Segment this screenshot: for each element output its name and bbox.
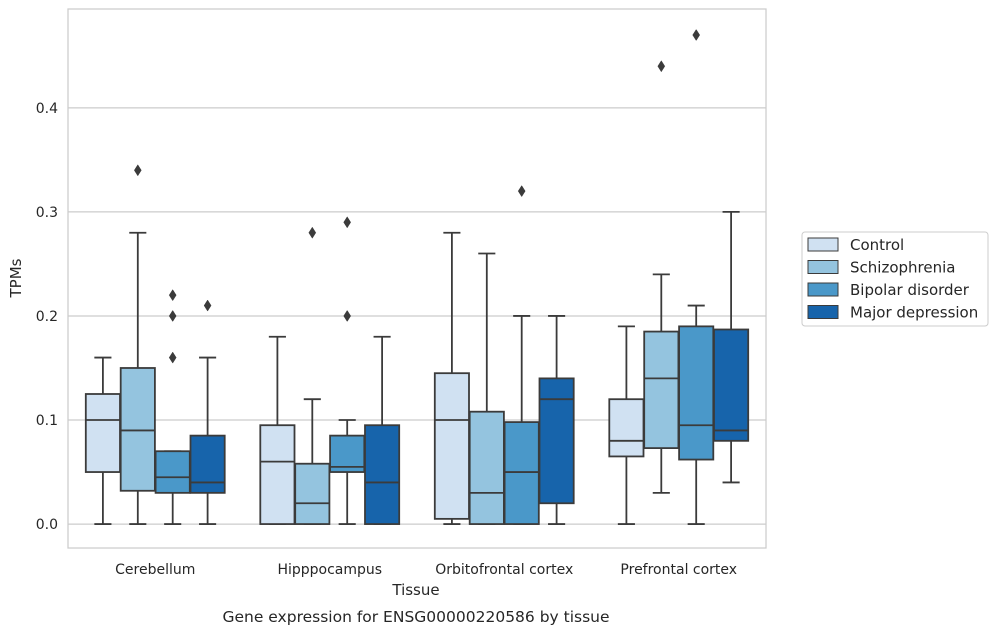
box-0-2 — [154, 289, 191, 525]
box-body — [119, 367, 156, 492]
outlier-point — [168, 351, 177, 364]
box-body — [84, 393, 121, 473]
outlier-point — [203, 299, 212, 312]
outlier-point — [343, 216, 351, 229]
outlier-point — [308, 226, 317, 239]
y-tick-label: 0.0 — [36, 517, 58, 533]
legend: Control Schizophrenia Bipolar disorder Majo… — [801, 231, 989, 327]
outlier-point — [692, 29, 700, 41]
x-axis-ticks: Cerebellum Hipppocampus Orbitofrontal cort… — [115, 562, 737, 578]
legend-label: Control — [850, 236, 904, 254]
box-body — [643, 330, 680, 450]
box-body — [678, 325, 715, 461]
legend-frame — [801, 231, 989, 327]
box-body — [294, 462, 331, 525]
y-axis-title: TPMs — [7, 258, 25, 298]
legend-label: Major depression — [850, 304, 978, 322]
legend-label: Schizophrenia — [850, 259, 955, 277]
box-2-2 — [503, 185, 540, 525]
x-tick-label: Cerebellum — [115, 562, 195, 578]
y-axis-ticks: 0.0 0.1 0.2 0.3 0.4 — [36, 101, 58, 533]
outlier-point — [134, 164, 142, 177]
box-body — [259, 424, 296, 525]
box-3-2 — [678, 29, 715, 525]
box-3-0 — [608, 325, 645, 525]
box-body — [538, 377, 575, 505]
y-tick-label: 0.1 — [36, 413, 58, 429]
box-2-3 — [538, 315, 575, 525]
box-2-1 — [468, 252, 505, 525]
box-body — [154, 450, 191, 494]
x-tick-label: Orbitofrontal cortex — [435, 562, 573, 578]
box-body — [608, 398, 645, 458]
box-1-3 — [364, 335, 401, 525]
box-0-1 — [119, 164, 156, 525]
box-1-1 — [294, 226, 331, 525]
legend-swatch — [807, 237, 839, 252]
legend-swatch — [807, 260, 839, 274]
box-body — [433, 372, 470, 520]
box-body — [468, 410, 505, 525]
box-series — [84, 29, 750, 525]
box-3-3 — [713, 211, 750, 484]
box-0-0 — [84, 356, 121, 525]
outlier-point — [168, 289, 177, 302]
legend-swatch — [807, 282, 839, 297]
box-1-0 — [259, 335, 296, 525]
box-1-2 — [329, 216, 366, 525]
plot-area-frame — [67, 8, 767, 549]
box-body — [503, 421, 540, 525]
legend-label: Bipolar disorder — [850, 281, 970, 299]
y-tick-label: 0.4 — [36, 101, 58, 117]
box-body — [713, 328, 750, 442]
chart-caption: Gene expression for ENSG00000220586 by t… — [222, 608, 609, 626]
x-tick-label: Prefrontal cortex — [620, 562, 737, 578]
outlier-point — [657, 60, 666, 73]
outlier-point — [168, 309, 177, 322]
y-tick-label: 0.2 — [36, 309, 58, 325]
legend-swatch — [807, 305, 839, 319]
box-body — [189, 434, 226, 494]
box-3-1 — [643, 60, 680, 494]
box-2-0 — [433, 231, 470, 525]
outlier-point — [517, 185, 526, 198]
box-body — [364, 424, 401, 525]
box-0-3 — [189, 299, 226, 525]
x-axis-title: Tissue — [391, 581, 439, 599]
outlier-point — [343, 309, 351, 322]
x-tick-label: Hipppocampus — [277, 562, 382, 578]
y-tick-label: 0.3 — [36, 205, 58, 221]
